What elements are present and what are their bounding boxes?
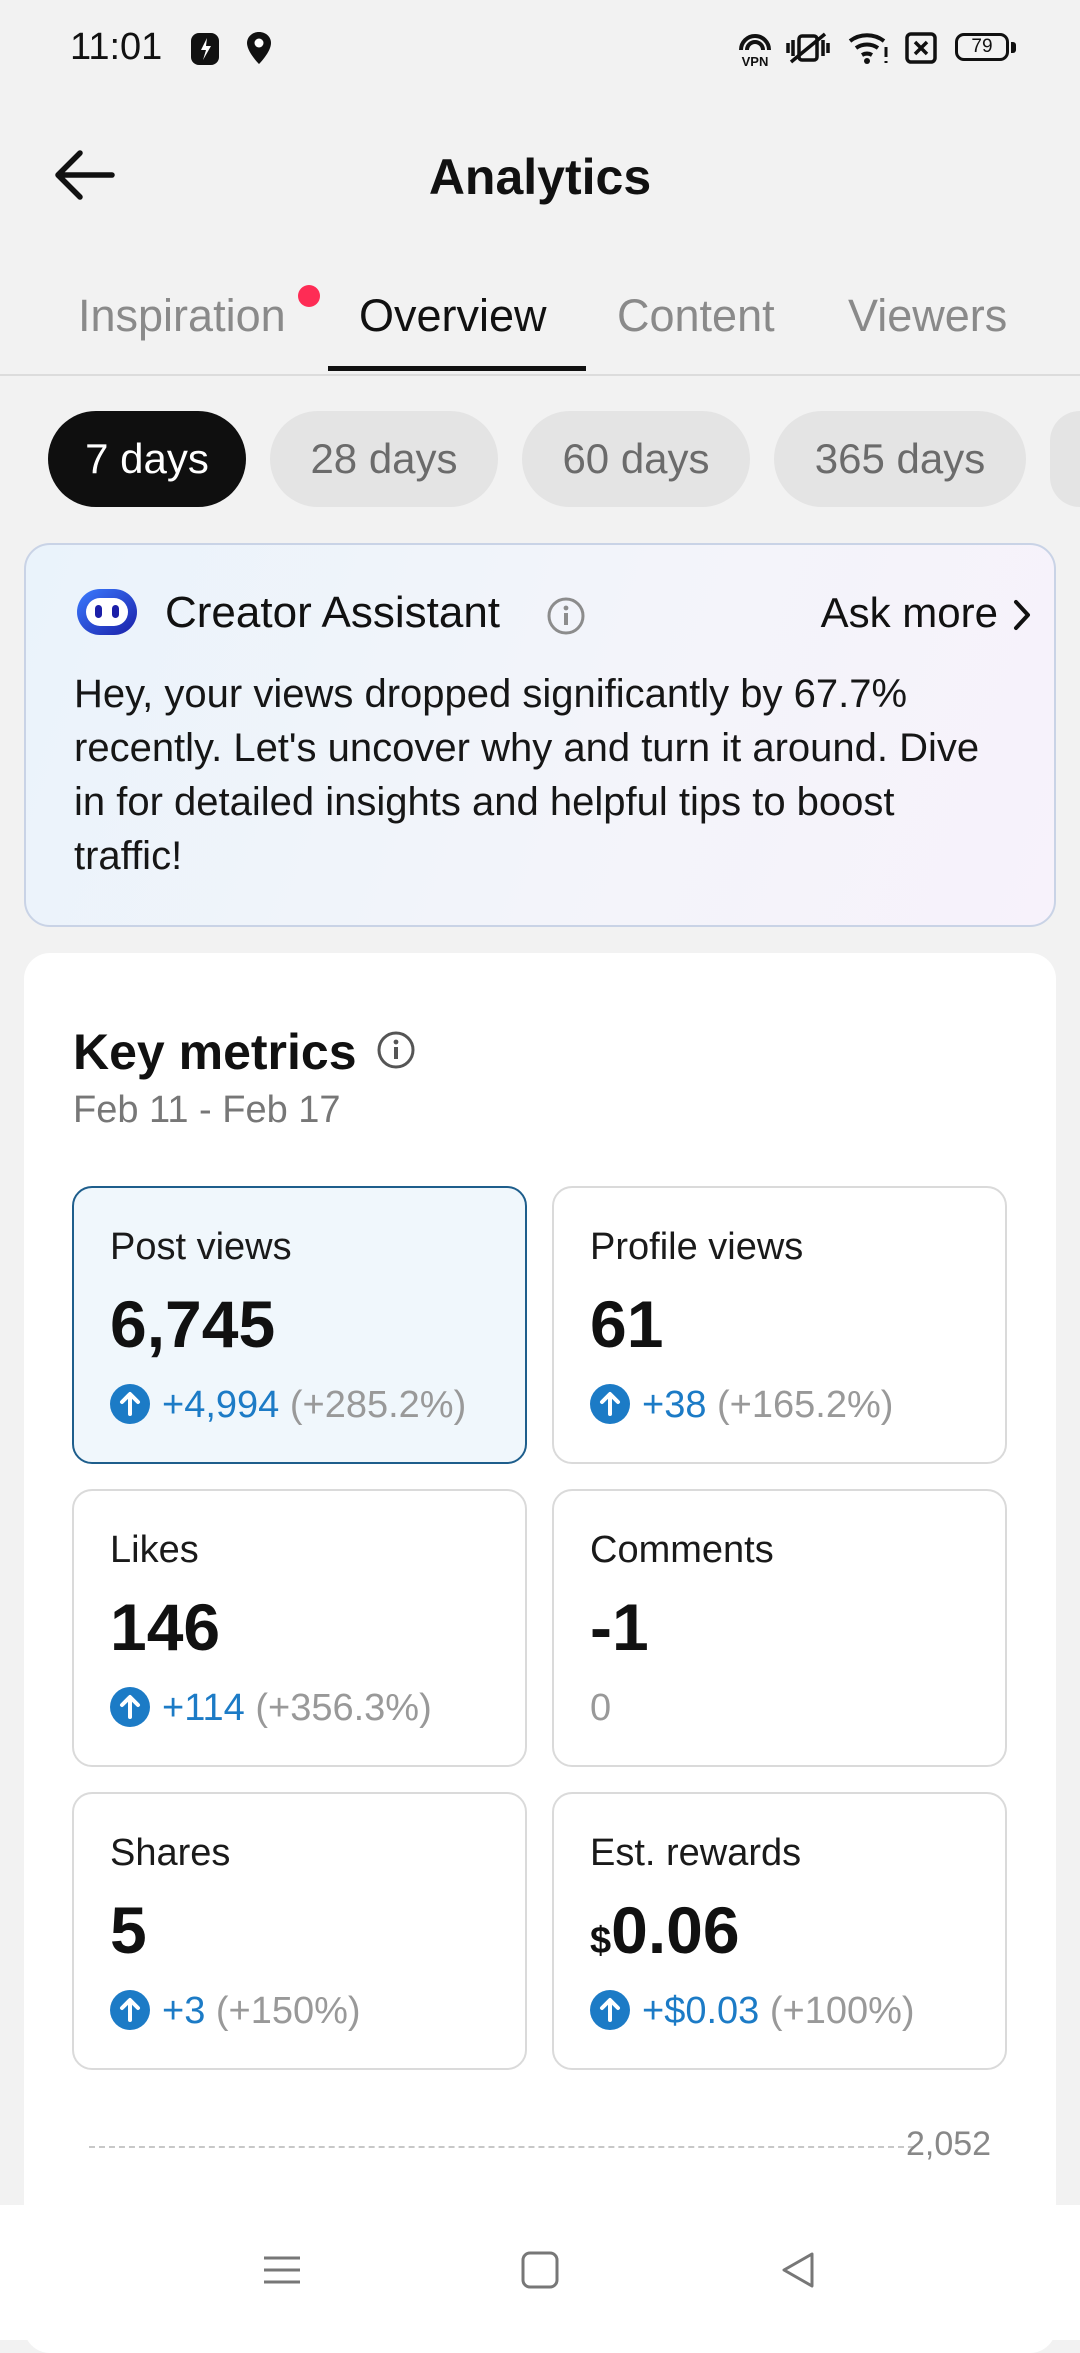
vibrate-icon xyxy=(786,32,830,64)
period-chip-365-days[interactable]: 365 days xyxy=(774,411,1026,507)
metric-tile-comments[interactable]: Comments -1 0 xyxy=(552,1489,1007,1767)
date-range: Feb 11 - Feb 17 xyxy=(73,1089,341,1131)
metric-change: +38 (+165.2%) xyxy=(590,1384,893,1427)
page-title: Analytics xyxy=(428,149,652,205)
change-amount: +3 xyxy=(162,1990,206,2032)
period-chip-more[interactable] xyxy=(1050,411,1080,507)
change-amount: +$0.03 xyxy=(642,1990,760,2032)
assistant-title: Creator Assistant xyxy=(165,588,501,637)
key-metrics-info-icon[interactable] xyxy=(376,1030,416,1070)
back-triangle-icon[interactable] xyxy=(778,2250,818,2290)
tab-bar: Inspiration Overview Content Viewers xyxy=(0,270,1080,376)
arrow-up-icon xyxy=(110,1990,150,2030)
change-percent: (+356.3%) xyxy=(255,1687,432,1729)
metric-tile-post-views[interactable]: Post views 6,745 +4,994 (+285.2%) xyxy=(72,1186,527,1464)
metric-tile-shares[interactable]: Shares 5 +3 (+150%) xyxy=(72,1792,527,2070)
arrow-up-icon xyxy=(110,1384,150,1424)
metric-value: $0.06 xyxy=(590,1892,740,1968)
notification-dot xyxy=(298,285,320,307)
metric-value: 5 xyxy=(110,1893,147,1967)
system-navigation-bar xyxy=(0,2205,1080,2340)
chevron-right-icon[interactable] xyxy=(1008,597,1036,633)
metric-change: +4,994 (+285.2%) xyxy=(110,1384,466,1427)
arrow-up-icon xyxy=(590,1990,630,2030)
status-bar: 11:01 VPN 79 xyxy=(0,0,1080,100)
change-percent: (+285.2%) xyxy=(289,1384,467,1426)
metric-value: -1 xyxy=(590,1590,649,1664)
metric-tile-est-rewards[interactable]: Est. rewards $0.06 +$0.03 (+100%) xyxy=(552,1792,1007,2070)
back-arrow-icon[interactable] xyxy=(50,140,120,210)
period-chip-7-days[interactable]: 7 days xyxy=(48,411,246,507)
metric-label: Shares xyxy=(110,1832,231,1874)
sim-icon xyxy=(905,32,937,64)
change-percent: (+150%) xyxy=(215,1990,361,2032)
metric-label: Est. rewards xyxy=(590,1832,802,1874)
arrow-up-icon xyxy=(110,1687,150,1727)
metric-label: Post views xyxy=(110,1226,292,1268)
battery-icon: 79 xyxy=(955,33,1009,61)
metric-value: 61 xyxy=(590,1287,664,1361)
metric-tile-likes[interactable]: Likes 146 +114 (+356.3%) xyxy=(72,1489,527,1767)
ask-more-link[interactable]: Ask more xyxy=(820,589,998,636)
tab-content[interactable]: Content xyxy=(617,290,775,341)
chart-max-label: 2,052 xyxy=(906,2125,992,2163)
vpn-icon: VPN xyxy=(739,34,771,68)
change-percent: (+100%) xyxy=(769,1990,915,2032)
metric-change: +3 (+150%) xyxy=(110,1990,361,2033)
change-amount: +38 xyxy=(642,1384,707,1426)
status-time: 11:01 xyxy=(70,26,163,68)
svg-text:VPN: VPN xyxy=(742,54,769,68)
tab-overview[interactable]: Overview xyxy=(359,290,547,341)
location-icon xyxy=(247,32,271,64)
currency-symbol: $ xyxy=(590,1920,612,1962)
metric-change: 0 xyxy=(590,1687,612,1729)
period-chip-60-days[interactable]: 60 days xyxy=(522,411,750,507)
metric-label: Likes xyxy=(110,1529,199,1571)
metric-value: 6,745 xyxy=(110,1287,276,1361)
metric-label: Comments xyxy=(590,1529,774,1571)
change-amount: +114 xyxy=(162,1687,245,1729)
change-amount: +4,994 xyxy=(162,1384,280,1426)
metric-change: +$0.03 (+100%) xyxy=(590,1990,915,2033)
tab-viewers[interactable]: Viewers xyxy=(848,290,1008,341)
metric-tile-profile-views[interactable]: Profile views 61 +38 (+165.2%) xyxy=(552,1186,1007,1464)
home-icon[interactable] xyxy=(520,2250,560,2290)
info-icon[interactable] xyxy=(546,596,586,636)
period-chip-28-days[interactable]: 28 days xyxy=(270,411,498,507)
assistant-logo-icon xyxy=(77,589,137,635)
chart-max-gridline xyxy=(89,2146,914,2148)
app-notification-icon xyxy=(191,33,219,65)
key-metrics-title: Key metrics xyxy=(73,1024,357,1080)
creator-assistant-card[interactable]: Creator Assistant Ask more Hey, your vie… xyxy=(24,543,1056,927)
metric-value: 146 xyxy=(110,1590,221,1664)
battery-tip xyxy=(1011,42,1016,53)
change-percent: (+165.2%) xyxy=(717,1384,894,1426)
wifi-icon xyxy=(848,33,888,64)
metric-change: +114 (+356.3%) xyxy=(110,1687,432,1730)
tab-inspiration[interactable]: Inspiration xyxy=(78,290,286,341)
metric-label: Profile views xyxy=(590,1226,804,1268)
active-tab-indicator xyxy=(328,366,586,371)
rewards-amount: 0.06 xyxy=(611,1893,740,1967)
arrow-up-icon xyxy=(590,1384,630,1424)
menu-icon[interactable] xyxy=(262,2250,302,2290)
key-metrics-card: Key metrics Feb 11 - Feb 17 Post views 6… xyxy=(24,953,1056,2353)
assistant-message: Hey, your views dropped significantly by… xyxy=(74,672,980,878)
